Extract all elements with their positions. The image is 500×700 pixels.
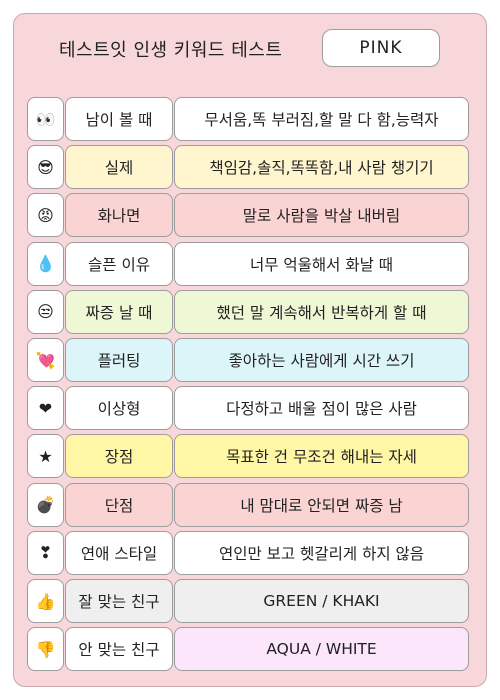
- result-card: 테스트잇 인생 키워드 테스트 PINK 👀 남이 볼 때 무서움,똑 부러짐,할 …: [13, 13, 487, 687]
- star-icon: ★: [27, 434, 64, 479]
- heart-exclamation-icon: ❣: [27, 530, 64, 575]
- row-value: 했던 말 계속해서 반복하게 할 때: [174, 289, 469, 334]
- sunglasses-face-icon: 😎: [27, 145, 64, 190]
- row-value: 내 맘대로 안되면 짜증 남: [174, 482, 469, 527]
- table-row: 😎 실제 책임감,솔직,똑똑함,내 사람 챙기기: [14, 145, 488, 190]
- row-value: 너무 억울해서 화날 때: [174, 241, 469, 286]
- row-value: 다정하고 배울 점이 많은 사람: [174, 386, 469, 431]
- header: 테스트잇 인생 키워드 테스트 PINK: [14, 14, 488, 84]
- row-value: 무서움,똑 부러짐,할 말 다 함,능력자: [174, 97, 469, 141]
- table-row: 💘 플러팅 좋아하는 사람에게 시간 쓰기: [14, 338, 488, 382]
- table-row: 😒 짜증 날 때 했던 말 계속해서 반복하게 할 때: [14, 289, 488, 334]
- row-label: 안 맞는 친구: [65, 627, 173, 672]
- heart-icon: ❤: [27, 386, 64, 431]
- table-row: 👀 남이 볼 때 무서움,똑 부러짐,할 말 다 함,능력자: [14, 97, 488, 141]
- table-row: 💣 단점 내 맘대로 안되면 짜증 남: [14, 482, 488, 527]
- row-value: 책임감,솔직,똑똑함,내 사람 챙기기: [174, 145, 469, 190]
- row-label: 잘 맞는 친구: [65, 579, 173, 623]
- table-row: ❤ 이상형 다정하고 배울 점이 많은 사람: [14, 386, 488, 431]
- row-value: AQUA / WHITE: [174, 627, 469, 672]
- thumbs-up-icon: 👍: [27, 579, 64, 623]
- table-row: ★ 장점 목표한 건 무조건 해내는 자세: [14, 434, 488, 479]
- thumbs-down-icon: 👎: [27, 627, 64, 672]
- droplet-icon: 💧: [27, 241, 64, 286]
- eyes-icon: 👀: [27, 97, 64, 141]
- unamused-face-icon: 😒: [27, 289, 64, 334]
- table-row: 😡 화나면 말로 사람을 박살 내버림: [14, 193, 488, 238]
- row-label: 장점: [65, 434, 173, 479]
- row-value: 연인만 보고 헷갈리게 하지 않음: [174, 530, 469, 575]
- row-label: 플러팅: [65, 338, 173, 382]
- result-badge: PINK: [322, 29, 440, 67]
- table-row: 💧 슬픈 이유 너무 억울해서 화날 때: [14, 241, 488, 286]
- page-title: 테스트잇 인생 키워드 테스트: [59, 40, 283, 61]
- bomb-icon: 💣: [27, 482, 64, 527]
- table-row: ❣ 연애 스타일 연인만 보고 헷갈리게 하지 않음: [14, 530, 488, 575]
- angry-face-icon: 😡: [27, 193, 64, 238]
- row-value: 목표한 건 무조건 해내는 자세: [174, 434, 469, 479]
- row-label: 남이 볼 때: [65, 97, 173, 141]
- row-label: 단점: [65, 482, 173, 527]
- row-label: 화나면: [65, 193, 173, 238]
- row-label: 이상형: [65, 386, 173, 431]
- heart-arrow-icon: 💘: [27, 338, 64, 382]
- row-value: 말로 사람을 박살 내버림: [174, 193, 469, 238]
- row-label: 짜증 날 때: [65, 289, 173, 334]
- table-row: 👍 잘 맞는 친구 GREEN / KHAKI: [14, 579, 488, 623]
- table-row: 👎 안 맞는 친구 AQUA / WHITE: [14, 627, 488, 672]
- row-label: 연애 스타일: [65, 530, 173, 575]
- row-label: 슬픈 이유: [65, 241, 173, 286]
- row-value: 좋아하는 사람에게 시간 쓰기: [174, 338, 469, 382]
- row-label: 실제: [65, 145, 173, 190]
- row-value: GREEN / KHAKI: [174, 579, 469, 623]
